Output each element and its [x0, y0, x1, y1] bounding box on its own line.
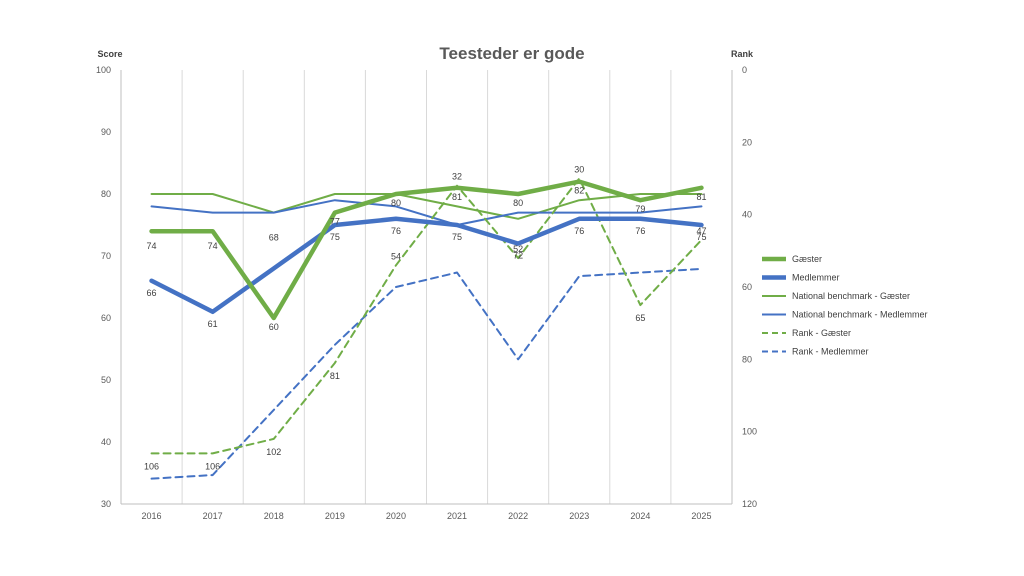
right-tick-label: 40 — [742, 210, 752, 220]
x-tick-label: 2025 — [691, 511, 711, 521]
series-line — [149, 216, 704, 315]
data-label: 68 — [269, 232, 279, 242]
data-label: 30 — [574, 165, 584, 175]
x-tick-label: 2023 — [569, 511, 589, 521]
series-group — [149, 177, 704, 480]
data-label: 79 — [635, 204, 645, 214]
right-tick-label: 20 — [742, 137, 752, 147]
data-label: 65 — [635, 313, 645, 323]
right-tick-label: 80 — [742, 354, 752, 364]
data-labels: 66 61 68 75 76 75 72 76 76 75 106 106 102 81 54 32 52 30 6… — [144, 165, 706, 472]
right-axis-title: Rank — [731, 49, 754, 59]
x-tick-label: 2021 — [447, 511, 467, 521]
data-label: 74 — [147, 241, 157, 251]
x-tick-label: 2020 — [386, 511, 406, 521]
left-tick-label: 70 — [101, 251, 111, 261]
series-line — [150, 193, 703, 220]
x-tick-label: 2022 — [508, 511, 528, 521]
data-label: 32 — [452, 172, 462, 182]
data-label: 54 — [391, 251, 401, 261]
data-label: 80 — [391, 198, 401, 208]
left-tick-label: 90 — [101, 127, 111, 137]
left-axis-title: Score — [97, 49, 122, 59]
x-tick-label: 2018 — [264, 511, 284, 521]
x-tick-label: 2016 — [142, 511, 162, 521]
data-label: 76 — [635, 226, 645, 236]
left-tick-label: 80 — [101, 189, 111, 199]
x-tick-label: 2024 — [630, 511, 650, 521]
chart-title: Teesteder er gode — [439, 44, 584, 63]
data-label: 106 — [205, 461, 220, 471]
data-label: 61 — [208, 319, 218, 329]
x-tick-label: 2017 — [203, 511, 223, 521]
legend-label: Rank - Gæster — [792, 328, 851, 338]
data-label: 75 — [330, 232, 340, 242]
left-tick-label: 40 — [101, 437, 111, 447]
x-tick-label: 2019 — [325, 511, 345, 521]
legend-label: Gæster — [792, 254, 822, 264]
right-tick-label: 0 — [742, 65, 747, 75]
grid — [120, 70, 733, 504]
legend-label: Rank - Medlemmer — [792, 347, 869, 357]
data-label: 106 — [144, 461, 159, 471]
data-label: 81 — [330, 371, 340, 381]
data-label: 81 — [452, 192, 462, 202]
data-label: 75 — [452, 232, 462, 242]
left-tick-label: 100 — [96, 65, 111, 75]
data-label: 102 — [266, 447, 281, 457]
data-label: 75 — [696, 232, 706, 242]
data-label: 82 — [574, 186, 584, 196]
legend-label: National benchmark - Gæster — [792, 291, 910, 301]
axes: 100 90 80 70 60 50 40 30 0 20 40 60 80 100 120 2016 2017… — [96, 65, 757, 521]
left-tick-label: 50 — [101, 375, 111, 385]
legend-label: Medlemmer — [792, 273, 840, 283]
data-label: 66 — [147, 288, 157, 298]
series-line — [149, 179, 704, 321]
left-tick-label: 30 — [101, 499, 111, 509]
series-line — [150, 199, 703, 226]
data-label: 76 — [574, 226, 584, 236]
legend: Gæster Medlemmer National benchmark - Gæst… — [762, 254, 928, 357]
right-tick-label: 120 — [742, 499, 757, 509]
data-label: 77 — [330, 217, 340, 227]
data-label: 52 — [513, 244, 523, 254]
data-label: 80 — [513, 198, 523, 208]
legend-label: National benchmark - Medlemmer — [792, 310, 928, 320]
data-label: 47 — [696, 226, 706, 236]
data-label: 60 — [269, 322, 279, 332]
series-line — [150, 267, 703, 480]
data-label: 72 — [513, 251, 523, 261]
data-label: 76 — [391, 226, 401, 236]
series-line — [150, 177, 703, 455]
right-tick-label: 60 — [742, 282, 752, 292]
data-label: 81 — [696, 192, 706, 202]
left-tick-label: 60 — [101, 313, 111, 323]
right-tick-label: 100 — [742, 427, 757, 437]
data-label: 74 — [208, 241, 218, 251]
